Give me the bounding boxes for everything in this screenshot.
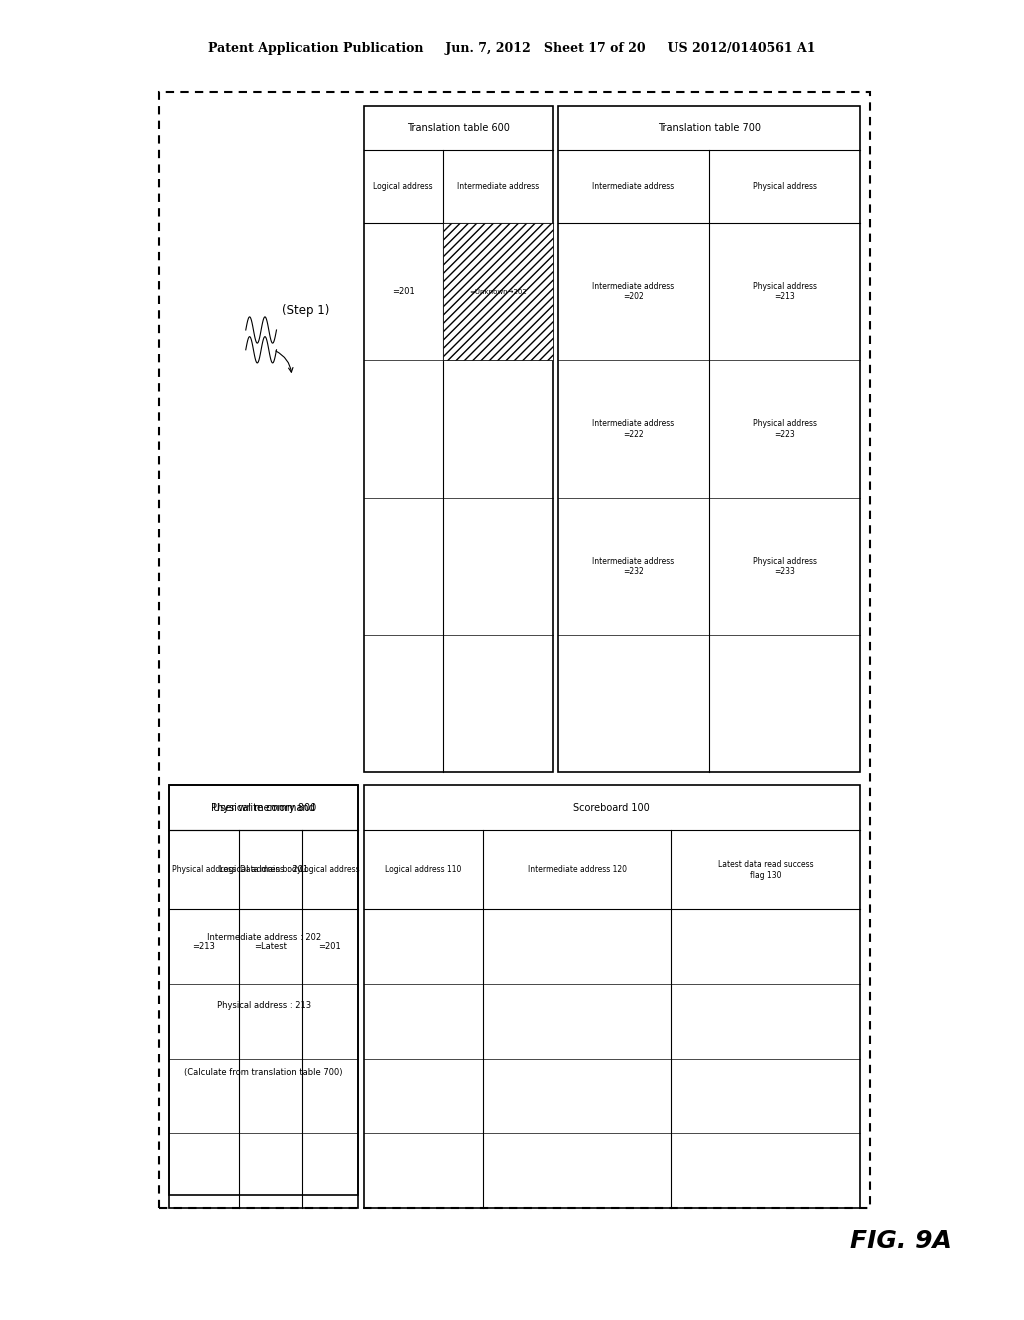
Text: Latest data read success
flag 130: Latest data read success flag 130 xyxy=(718,861,814,879)
Text: Scoreboard 100: Scoreboard 100 xyxy=(573,803,650,813)
Text: Physical address: Physical address xyxy=(172,866,236,874)
Text: Physical address: Physical address xyxy=(753,182,817,191)
Text: Physical address : 213: Physical address : 213 xyxy=(217,1001,310,1010)
Text: Intermediate address
=202: Intermediate address =202 xyxy=(593,282,675,301)
Text: Physical address
=223: Physical address =223 xyxy=(753,420,817,438)
FancyArrowPatch shape xyxy=(275,351,293,372)
Text: Logical address : 201: Logical address : 201 xyxy=(219,866,308,874)
Text: Physical memory 800: Physical memory 800 xyxy=(211,803,316,813)
Text: =Latest: =Latest xyxy=(254,942,287,952)
Text: Translation table 700: Translation table 700 xyxy=(657,123,761,133)
Text: =201: =201 xyxy=(392,288,415,296)
Text: Physical address
=213: Physical address =213 xyxy=(753,282,817,301)
Text: =213: =213 xyxy=(193,942,215,952)
Text: Intermediate address : 202: Intermediate address : 202 xyxy=(207,933,321,942)
Text: Physical address
=233: Physical address =233 xyxy=(753,557,817,576)
Bar xyxy=(169,785,358,1195)
Text: Intermediate address
=222: Intermediate address =222 xyxy=(593,420,675,438)
Text: Logical address: Logical address xyxy=(374,182,433,191)
Text: Intermediate address
=232: Intermediate address =232 xyxy=(593,557,675,576)
Text: Logical address: Logical address xyxy=(300,866,359,874)
Text: Intermediate address: Intermediate address xyxy=(593,182,675,191)
Text: Translation table 600: Translation table 600 xyxy=(407,123,510,133)
Bar xyxy=(169,785,358,1208)
Text: Intermediate address: Intermediate address xyxy=(457,182,540,191)
Text: =201: =201 xyxy=(318,942,341,952)
Text: (Step 1): (Step 1) xyxy=(282,304,329,317)
Bar xyxy=(443,223,553,360)
Bar xyxy=(364,785,860,1208)
Text: Patent Application Publication     Jun. 7, 2012   Sheet 17 of 20     US 2012/014: Patent Application Publication Jun. 7, 2… xyxy=(208,42,816,55)
Text: User write command: User write command xyxy=(213,803,314,813)
Text: =Unknown→202: =Unknown→202 xyxy=(469,289,527,294)
Text: Logical address 110: Logical address 110 xyxy=(385,866,461,874)
Bar xyxy=(159,92,870,1208)
Bar xyxy=(558,106,860,772)
Text: FIG. 9A: FIG. 9A xyxy=(850,1229,952,1253)
Text: (Calculate from translation table 700): (Calculate from translation table 700) xyxy=(184,1068,343,1077)
Text: Data main body: Data main body xyxy=(240,866,301,874)
Bar xyxy=(364,106,553,772)
Text: Intermediate address 120: Intermediate address 120 xyxy=(527,866,627,874)
